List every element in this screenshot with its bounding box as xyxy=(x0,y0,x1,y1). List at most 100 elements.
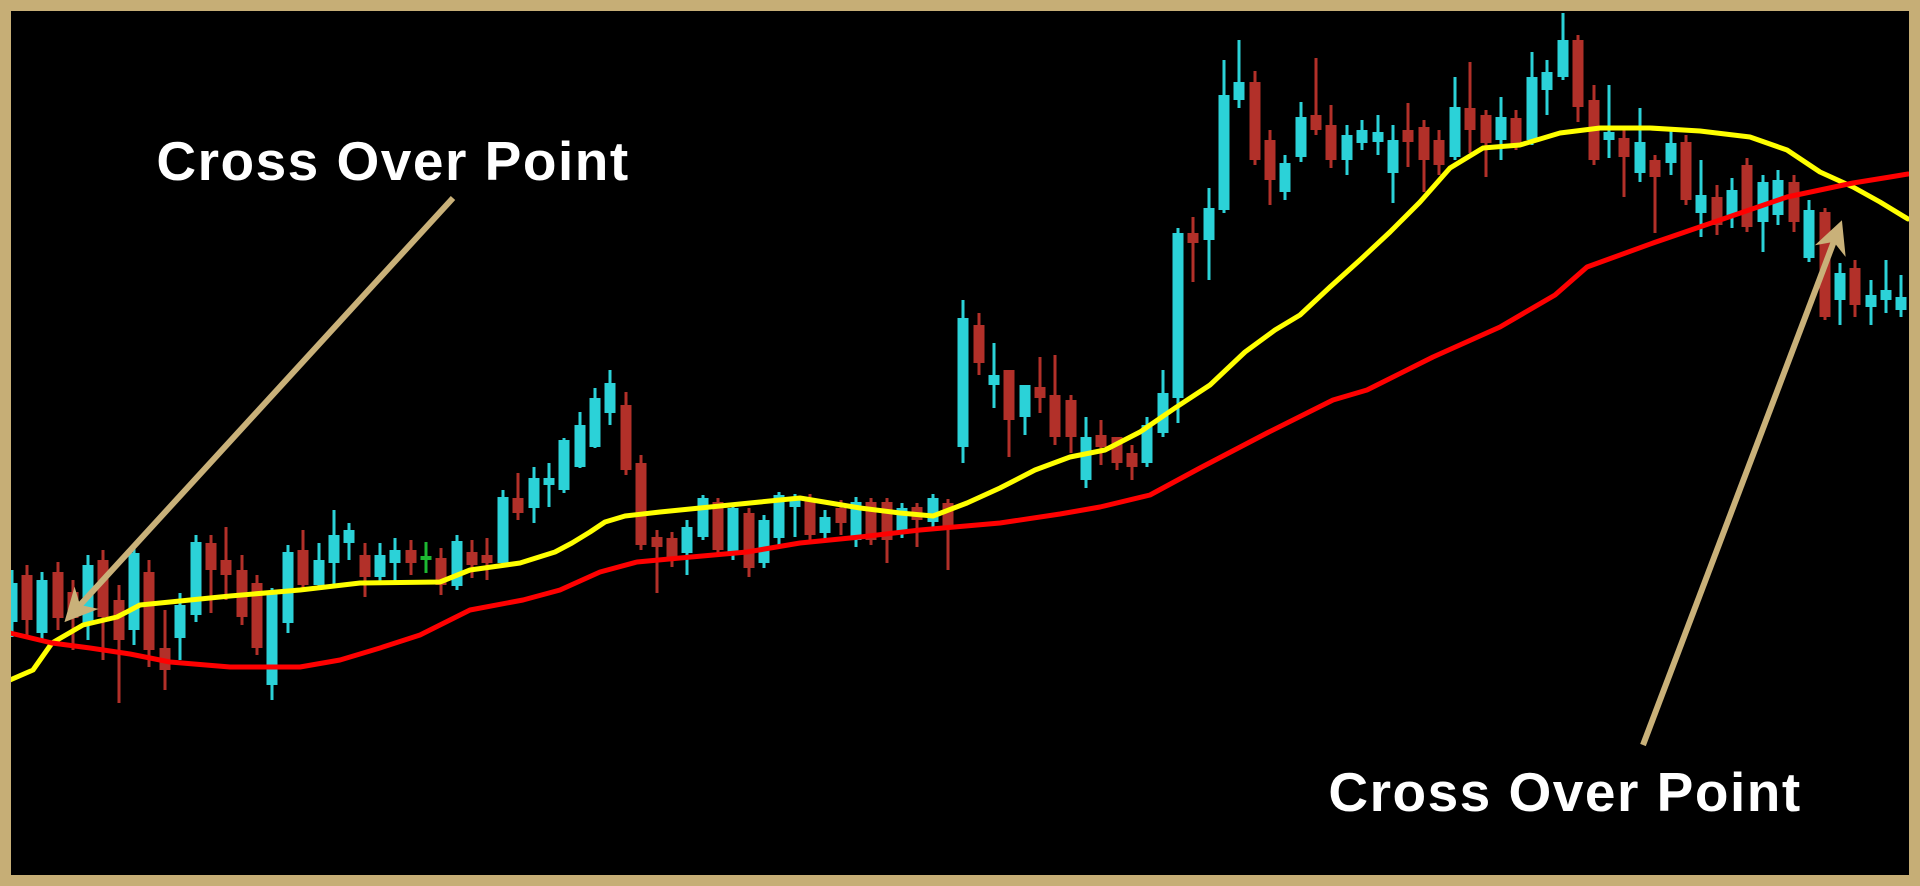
candle xyxy=(497,490,509,567)
candle-body xyxy=(973,325,985,363)
candle-body xyxy=(1557,40,1569,77)
candle-body xyxy=(574,425,586,467)
candle xyxy=(1433,130,1445,175)
candle xyxy=(1557,13,1569,80)
candle xyxy=(1741,158,1753,232)
candle xyxy=(1680,135,1692,205)
candle-body xyxy=(743,513,755,568)
candle-body xyxy=(819,517,831,533)
candle-wick xyxy=(1622,130,1626,197)
candle xyxy=(1341,125,1353,175)
candle xyxy=(297,530,309,590)
candle-body xyxy=(1480,115,1492,143)
candle xyxy=(1034,357,1046,413)
candle-body xyxy=(865,502,877,540)
candle-body xyxy=(850,502,862,540)
candle-body xyxy=(1203,208,1215,240)
annotation-arrows-layer xyxy=(64,195,1846,747)
candle-body xyxy=(420,556,432,560)
candle-body xyxy=(1065,400,1077,437)
candle-body xyxy=(282,552,294,623)
candle xyxy=(957,300,969,463)
candle xyxy=(620,392,632,475)
candle-body xyxy=(1726,190,1738,215)
candle xyxy=(942,499,954,570)
candle-wick xyxy=(1468,62,1472,153)
candle xyxy=(865,498,877,545)
candle xyxy=(1295,102,1307,162)
candle-body xyxy=(1325,125,1337,160)
candle xyxy=(1834,263,1846,325)
candle xyxy=(1788,175,1800,232)
candle-body xyxy=(1880,290,1892,300)
candle-wick xyxy=(1884,260,1888,313)
candle-body xyxy=(343,530,355,543)
candle-body xyxy=(1433,140,1445,165)
candle-wick xyxy=(946,499,950,570)
candle xyxy=(174,593,186,660)
candle xyxy=(543,463,555,507)
candle-body xyxy=(1080,437,1092,480)
candle xyxy=(773,492,785,545)
candle-body xyxy=(1649,160,1661,177)
candle xyxy=(389,538,401,582)
candle-wick xyxy=(793,494,797,537)
candle-body xyxy=(1218,95,1230,210)
candle-body xyxy=(143,572,155,650)
candle xyxy=(1233,40,1245,108)
candle-body xyxy=(497,497,509,563)
candle xyxy=(143,560,155,667)
candle-body xyxy=(1526,77,1538,140)
crossover-label-left: Cross Over Point xyxy=(156,130,630,192)
candle-body xyxy=(205,543,217,570)
candle xyxy=(236,555,248,625)
candle xyxy=(528,467,540,523)
candle xyxy=(466,540,478,578)
candle-body xyxy=(789,497,801,507)
candle xyxy=(451,535,463,590)
candle xyxy=(558,438,570,493)
candle xyxy=(405,540,417,575)
candle-body xyxy=(1141,425,1153,463)
candle xyxy=(804,494,816,540)
candle xyxy=(220,527,232,600)
candle xyxy=(1588,85,1600,165)
candle-body xyxy=(1865,295,1877,307)
candle-body xyxy=(1541,72,1553,90)
candle-body xyxy=(589,398,601,447)
candle xyxy=(1003,370,1015,457)
candle-body xyxy=(128,553,140,630)
candle-body xyxy=(1418,127,1430,160)
candle-body xyxy=(174,605,186,638)
candle-body xyxy=(297,550,309,585)
candle xyxy=(1049,355,1061,445)
candle-body xyxy=(543,478,555,485)
candle-wick xyxy=(1038,357,1042,413)
candle xyxy=(1019,385,1031,435)
candle-body xyxy=(113,600,125,640)
candle xyxy=(1065,395,1077,453)
candle-body xyxy=(1695,195,1707,213)
candle xyxy=(1726,178,1738,228)
candle-body xyxy=(712,502,724,550)
candle xyxy=(1711,185,1723,235)
candle-body xyxy=(727,508,739,555)
candle xyxy=(1757,175,1769,252)
candle-body xyxy=(1665,143,1677,163)
candle-body xyxy=(1264,140,1276,180)
candle-body xyxy=(1003,370,1015,420)
crossover-label-right: Cross Over Point xyxy=(1328,761,1802,823)
candle-wick xyxy=(1653,155,1657,233)
candle xyxy=(359,543,371,597)
candle-wick xyxy=(516,473,520,520)
candle-body xyxy=(1387,140,1399,173)
candle-body xyxy=(1126,453,1138,467)
candle-body xyxy=(651,537,663,547)
candle-body xyxy=(435,558,447,585)
candle xyxy=(1895,275,1907,317)
candle xyxy=(1526,52,1538,145)
candle xyxy=(1603,85,1615,158)
candle xyxy=(1126,445,1138,480)
candle-body xyxy=(988,375,1000,385)
